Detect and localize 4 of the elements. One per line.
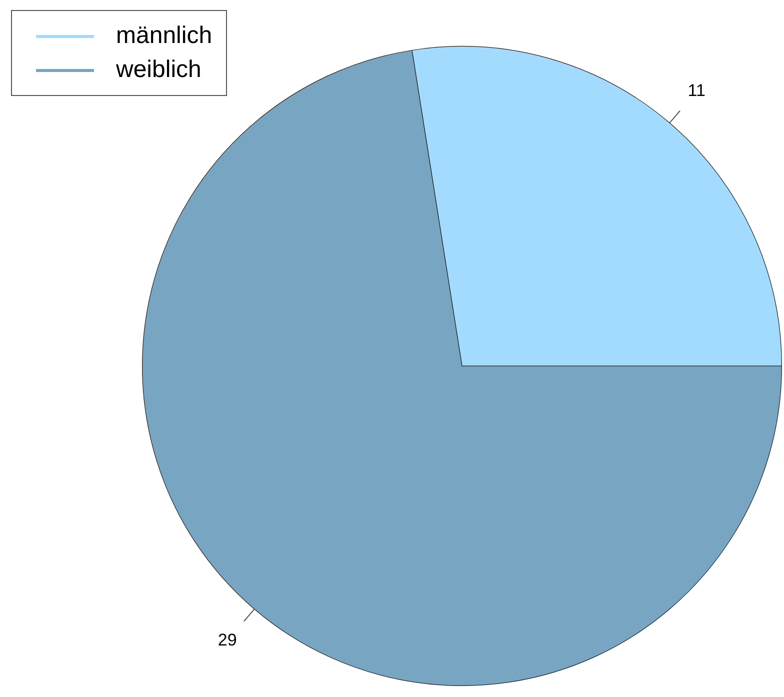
data-label: 29 — [218, 630, 237, 650]
data-label: 11 — [688, 80, 706, 100]
legend-label: männlich — [116, 21, 212, 51]
slice-label: weiblich — [116, 55, 202, 85]
